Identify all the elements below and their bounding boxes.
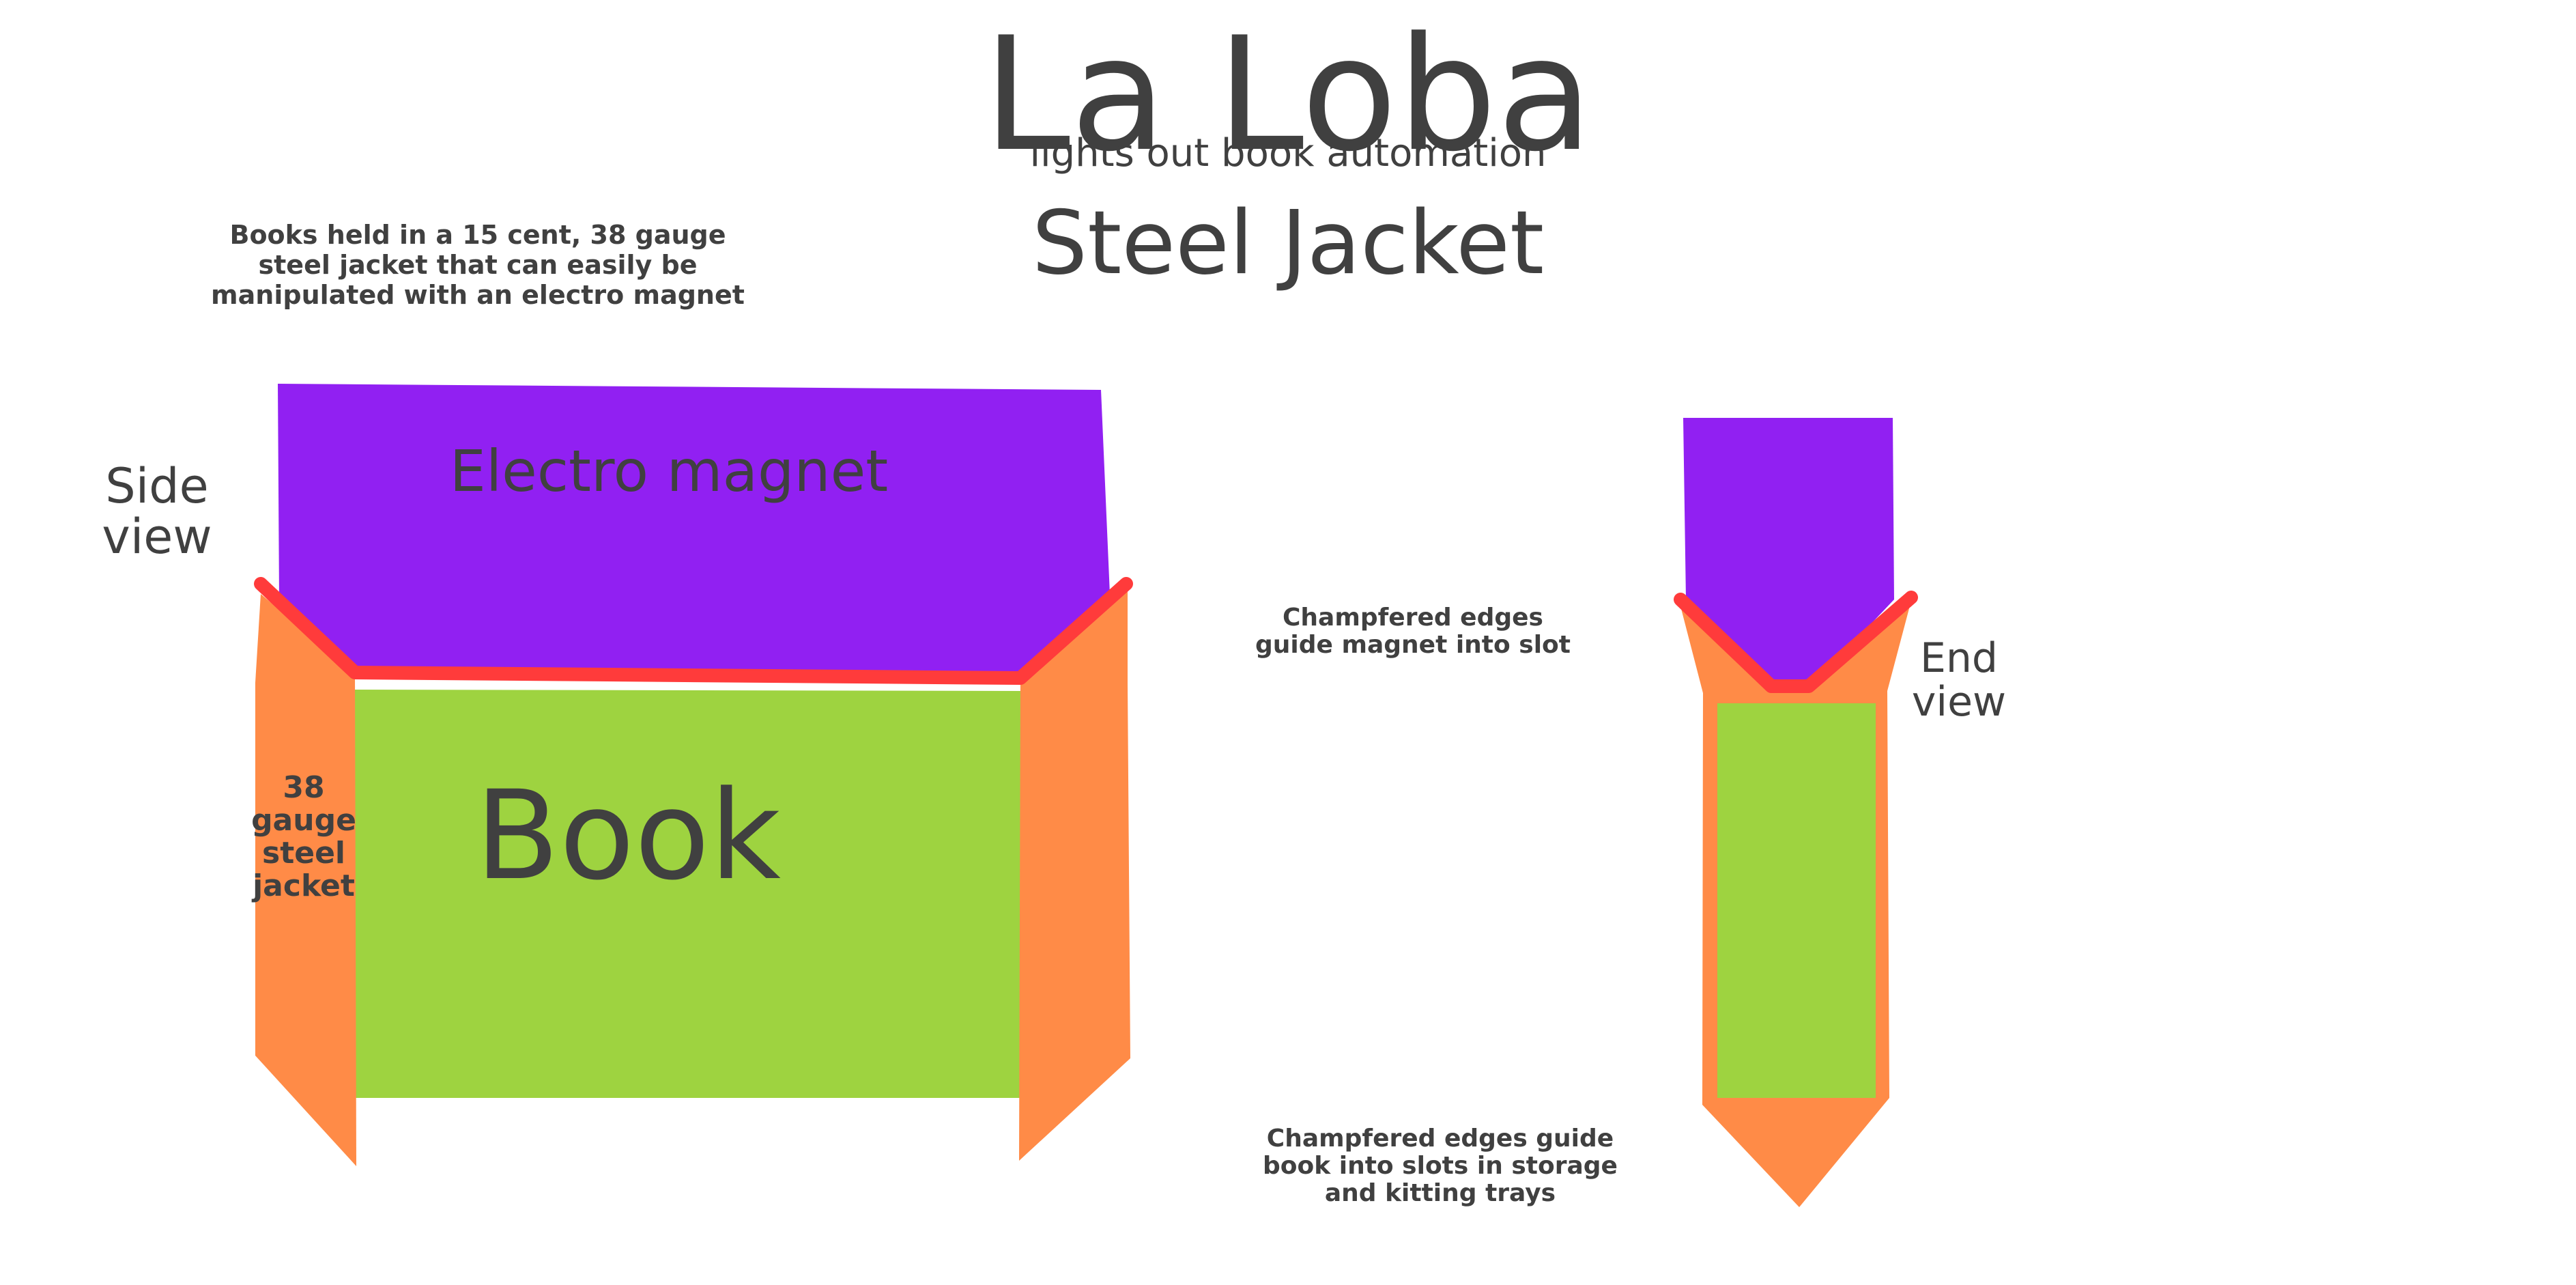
side-view (254, 384, 1133, 1166)
end-view (1674, 418, 1918, 1207)
page-title: La Loba (983, 4, 1593, 186)
end-chamfer-edge (1674, 591, 1918, 693)
page-subtitle: lights out book automation (1029, 131, 1547, 175)
side-chamfer-edge (254, 577, 1133, 685)
diagram-heading: Steel Jacket (1031, 193, 1545, 294)
jacket-label: 38 gauge steel jacket (251, 770, 356, 903)
end-electro-magnet (1683, 418, 1894, 690)
side-jacket-left-wall (255, 594, 356, 1166)
end-view-label: End view (1911, 634, 2007, 726)
side-jacket-right-wall (1019, 586, 1130, 1161)
intro-note: Books held in a 15 cent, 38 gauge steel … (211, 220, 745, 310)
side-view-label: Side view (102, 458, 212, 565)
electro-magnet-label: Electro magnet (449, 438, 889, 505)
chamfer-magnet-note: Champfered edges guide magnet into slot (1255, 604, 1571, 659)
book-label: Book (475, 765, 781, 907)
side-electro-magnet (278, 384, 1110, 677)
side-book (355, 690, 1020, 1098)
end-book (1717, 703, 1876, 1098)
chamfer-book-note: Champfered edges guide book into slots i… (1263, 1125, 1618, 1207)
